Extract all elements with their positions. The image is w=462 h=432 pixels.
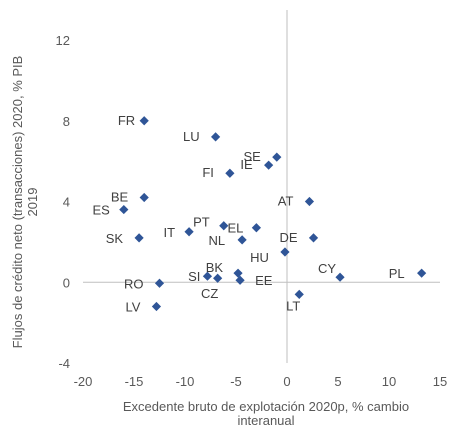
- data-point-el: [251, 223, 261, 233]
- data-points: [119, 116, 427, 312]
- x-tick-label: 0: [283, 374, 290, 389]
- point-label-fi: FI: [202, 165, 214, 180]
- point-label-it: IT: [164, 225, 176, 240]
- point-label-se: SE: [243, 149, 261, 164]
- data-point-lt: [294, 289, 304, 299]
- point-label-es: ES: [92, 203, 110, 218]
- point-label-lu: LU: [183, 129, 200, 144]
- data-point-cz: [213, 273, 223, 283]
- data-point-lv: [151, 301, 162, 312]
- point-label-ro: RO: [124, 276, 144, 291]
- data-point-cy: [335, 272, 345, 282]
- data-point-de: [308, 233, 319, 243]
- point-label-nl: NL: [208, 233, 225, 248]
- data-point-be: [139, 192, 149, 203]
- point-label-ee: EE: [255, 273, 273, 288]
- point-label-el: EL: [227, 221, 243, 236]
- x-tick-label: -10: [176, 374, 195, 389]
- point-label-pl: PL: [389, 266, 405, 281]
- point-label-fr: FR: [118, 113, 135, 128]
- y-axis-title-line1: Flujos de crédito neto (transacciones) 2…: [10, 56, 25, 349]
- x-tick-label: 10: [382, 374, 396, 389]
- x-tick-label: -5: [230, 374, 242, 389]
- data-point-se: [272, 152, 282, 162]
- x-axis-title-line1: Excedente bruto de explotación 2020p, % …: [123, 399, 409, 414]
- data-point-fr: [139, 116, 149, 126]
- data-point-hu: [280, 247, 290, 257]
- point-label-lv: LV: [126, 299, 141, 314]
- point-label-lt: LT: [286, 298, 300, 313]
- data-point-at: [304, 196, 315, 207]
- data-point-ee: [235, 275, 245, 285]
- y-axis-title-line2: 2019: [25, 188, 40, 217]
- x-tick-label: -20: [74, 374, 93, 389]
- point-label-de: DE: [279, 230, 297, 245]
- y-tick-label: 12: [56, 33, 70, 48]
- data-point-pl: [417, 268, 427, 278]
- axes-layer: [83, 10, 440, 363]
- point-label-bk: BK: [206, 260, 224, 275]
- point-label-sk: SK: [106, 231, 124, 246]
- data-point-ro: [154, 278, 165, 288]
- data-point-pt: [219, 221, 229, 231]
- point-label-at: AT: [278, 194, 294, 209]
- point-label-ie: IE: [240, 157, 253, 172]
- data-point-bk: [233, 268, 243, 278]
- y-tick-label: 8: [63, 114, 70, 129]
- point-label-cz: CZ: [201, 286, 218, 301]
- data-point-nl: [237, 235, 247, 245]
- x-tick-label: 5: [334, 374, 341, 389]
- x-tick-label: -15: [125, 374, 144, 389]
- tick-labels: -20 -15 -10 -5 0 5 10 15 -4 0 4 8 12: [56, 33, 448, 389]
- point-label-cy: CY: [318, 261, 336, 276]
- point-label-be: BE: [111, 189, 129, 204]
- data-point-lu: [211, 132, 221, 142]
- point-label-si: SI: [188, 269, 200, 284]
- point-label-pt: PT: [193, 215, 210, 230]
- y-tick-label: -4: [58, 356, 70, 371]
- data-point-ie: [264, 160, 274, 170]
- y-tick-label: 0: [63, 275, 70, 290]
- data-point-sk: [134, 233, 144, 243]
- data-point-es: [119, 204, 129, 215]
- x-tick-label: 15: [433, 374, 447, 389]
- data-point-fi: [225, 168, 235, 178]
- point-label-hu: HU: [250, 250, 269, 265]
- y-tick-label: 4: [63, 195, 70, 210]
- data-point-si: [202, 271, 213, 281]
- x-axis-title-line2: interanual: [237, 413, 294, 428]
- data-point-it: [184, 227, 194, 237]
